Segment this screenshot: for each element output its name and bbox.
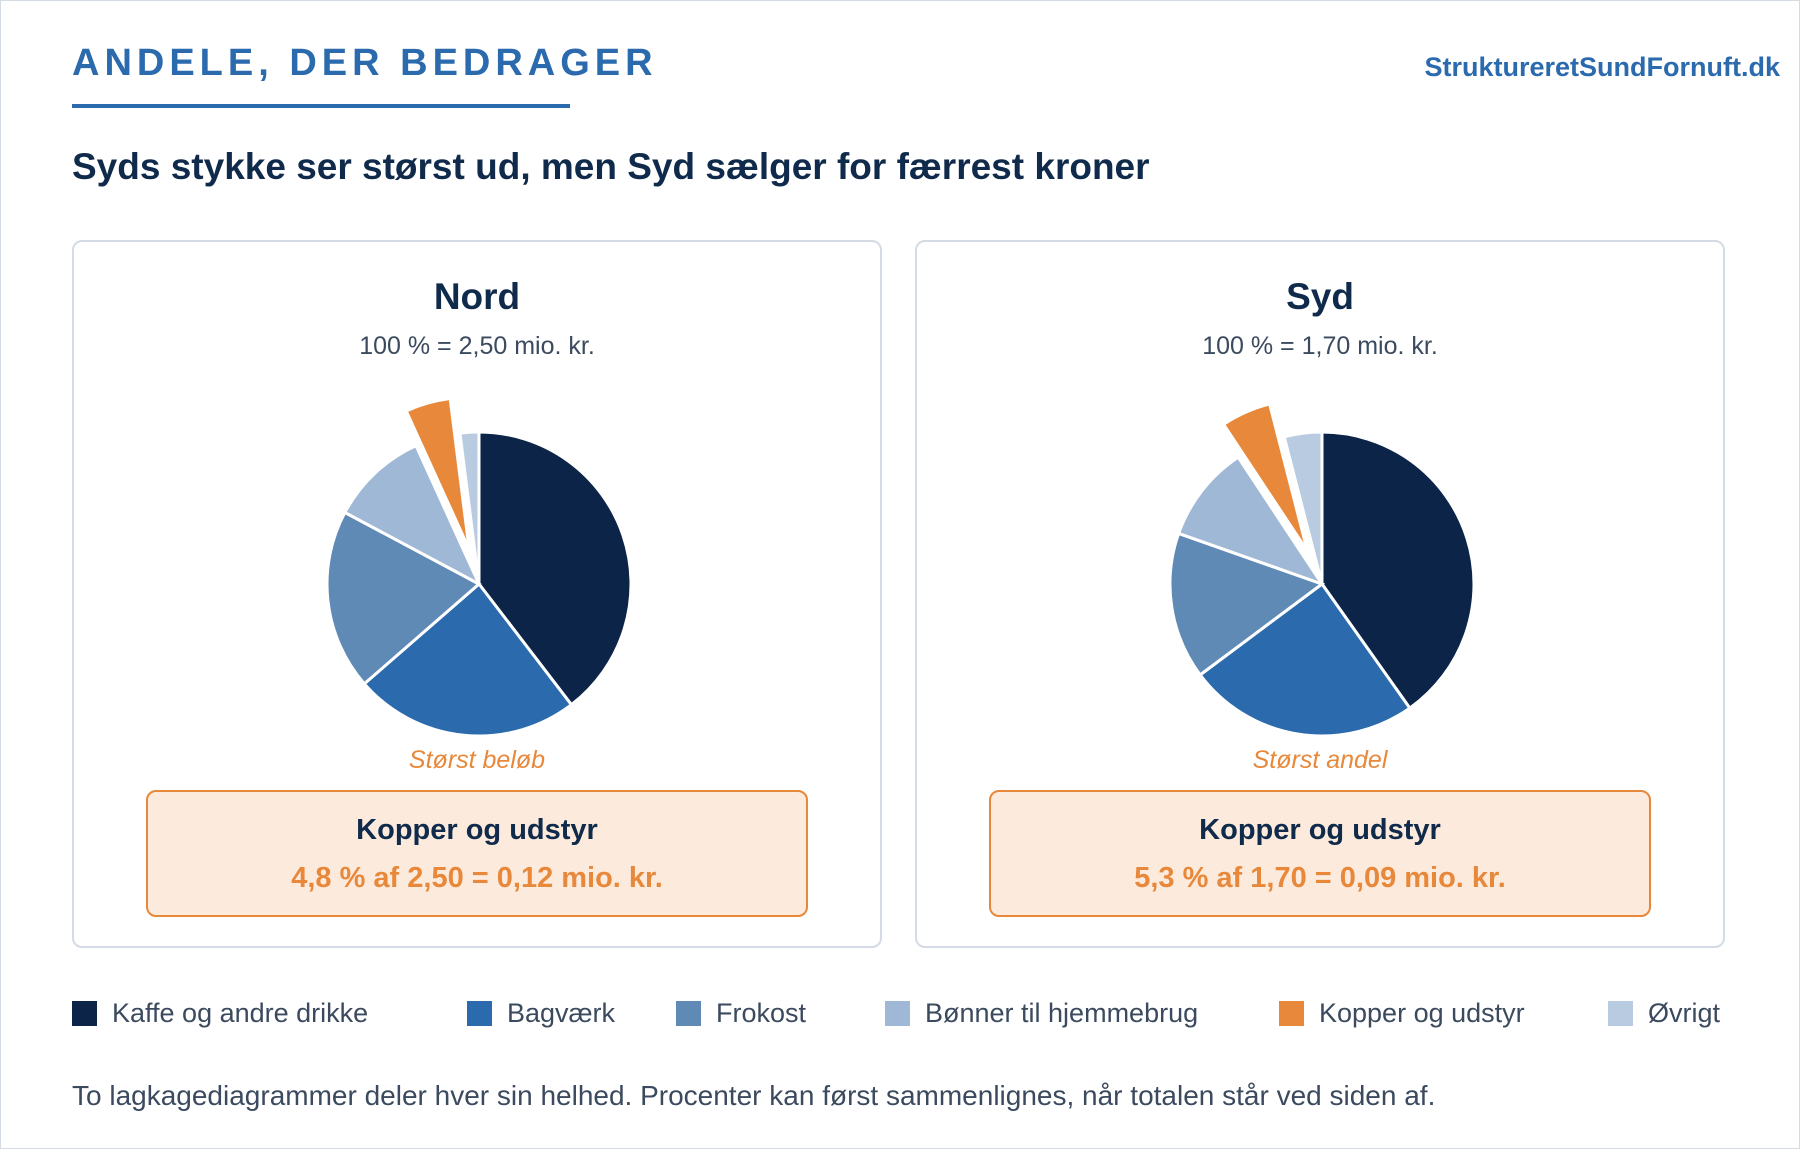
legend-swatch: [885, 1001, 910, 1026]
highlight-note: Størst andel: [1252, 746, 1388, 774]
pie-slice-bagvaerk: [362, 581, 574, 738]
panel-total: 100 % = 1,70 mio. kr.: [1202, 332, 1438, 360]
panel-total: 100 % = 2,50 mio. kr.: [359, 332, 595, 360]
highlight-callout: Kopper og udstyr 4,8 % af 2,50 = 0,12 mi…: [146, 790, 808, 917]
pie-slice-oevrigt: [458, 430, 481, 585]
legend-swatch: [1279, 1001, 1304, 1026]
panel-syd: Syd 100 % = 1,70 mio. kr. Størst andel K…: [915, 240, 1725, 948]
highlight-callout: Kopper og udstyr 5,3 % af 1,70 = 0,09 mi…: [989, 790, 1651, 917]
legend-label: Bagværk: [507, 998, 616, 1028]
panel-title: Nord: [433, 276, 521, 317]
legend-swatch: [467, 1001, 492, 1026]
pie-slice-oevrigt: [1282, 430, 1324, 585]
pie-slice-frokost: [1168, 531, 1326, 677]
pie-chart-syd: [1168, 402, 1476, 738]
legend-swatch: [676, 1001, 701, 1026]
legend-swatch: [1608, 1001, 1633, 1026]
pie-slice-boenner-til-hjemmebrug: [1176, 455, 1326, 587]
headline: Syds stykke ser størst ud, men Syd sælge…: [72, 146, 1150, 187]
callout-value: 5,3 % af 1,70 = 0,09 mio. kr.: [1134, 862, 1506, 894]
footnote: To lagkagediagrammer deler hver sin helh…: [72, 1080, 1436, 1111]
callout-title: Kopper og udstyr: [1199, 814, 1441, 846]
pie-slice-kaffe-og-andre-drikke: [1320, 430, 1476, 711]
pie-slice-kaffe-og-andre-drikke: [477, 430, 633, 707]
pie-slice-boenner-til-hjemmebrug: [342, 443, 483, 588]
legend-label: Kopper og udstyr: [1319, 998, 1525, 1028]
legend-label: Frokost: [716, 998, 807, 1028]
callout-value: 4,8 % af 2,50 = 0,12 mio. kr.: [291, 862, 663, 894]
panel-nord: Nord 100 % = 2,50 mio. kr. Størst beløb …: [72, 240, 882, 948]
callout-title: Kopper og udstyr: [356, 814, 598, 846]
highlight-note: Størst beløb: [408, 746, 546, 774]
pie-slice-frokost: [325, 510, 482, 686]
legend-label: Kaffe og andre drikke: [112, 998, 369, 1028]
legend-swatch: [72, 1001, 97, 1026]
kicker-underline: [72, 104, 570, 108]
legend-label: Bønner til hjemmebrug: [925, 998, 1199, 1028]
panel-title: Syd: [1286, 276, 1354, 317]
legend-label: Øvrigt: [1648, 998, 1721, 1028]
pie-slice-kopper-og-udstyr: [1221, 402, 1309, 552]
brand-label: StruktureretSundFornuft.dk: [1424, 52, 1781, 82]
pie-slice-bagvaerk: [1198, 581, 1412, 738]
pie-slice-kopper-og-udstyr: [404, 396, 471, 550]
kicker-title: ANDELE, DER BEDRAGER: [72, 42, 658, 84]
pie-chart-nord: [325, 396, 633, 738]
